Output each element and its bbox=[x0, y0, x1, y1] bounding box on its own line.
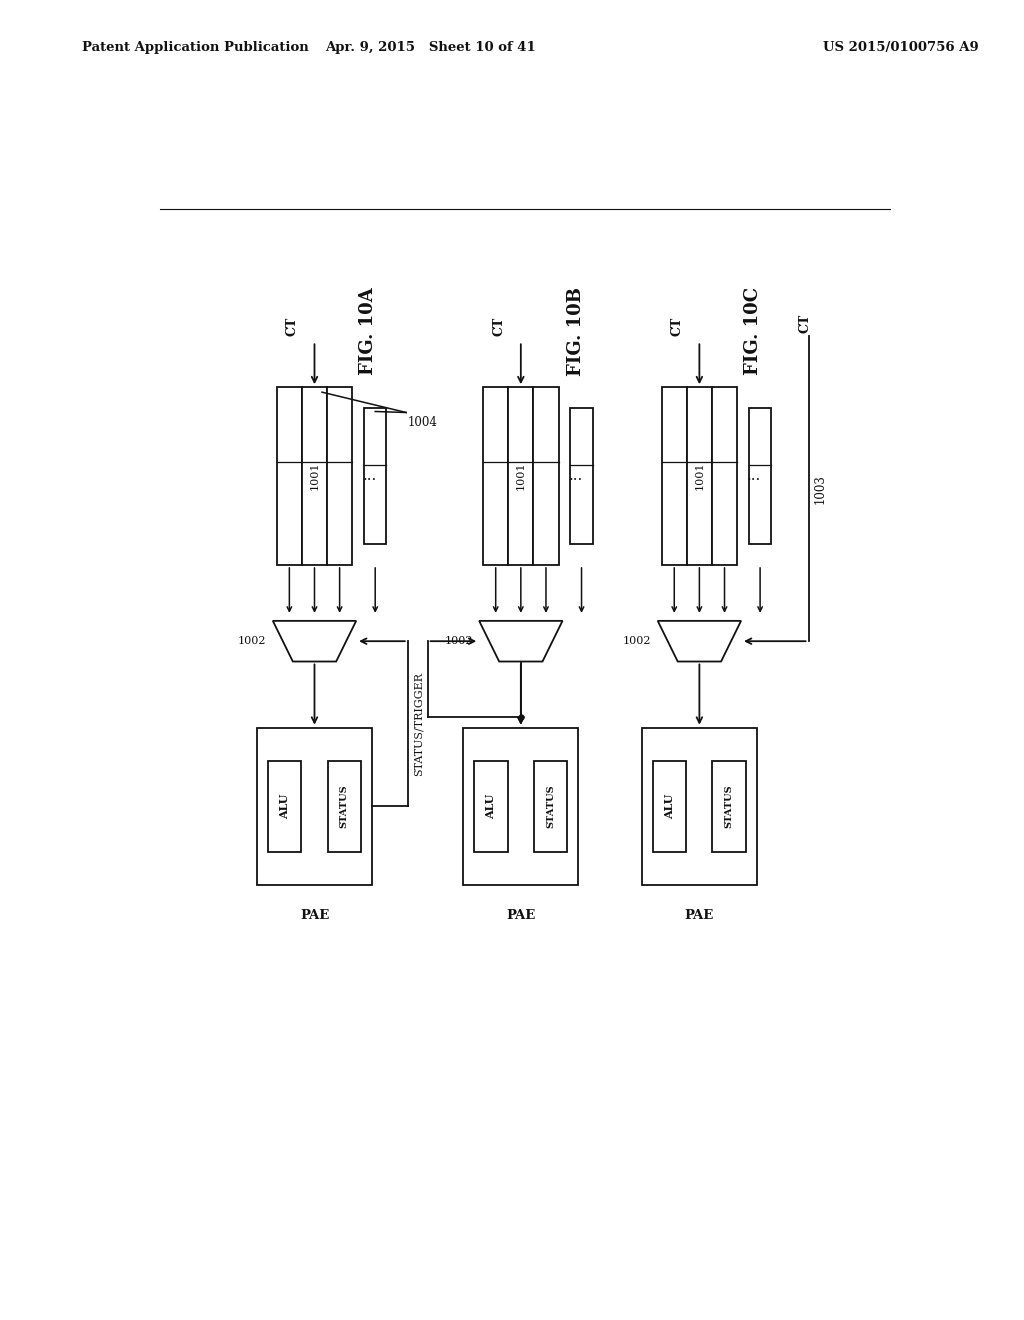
Text: 1003: 1003 bbox=[814, 474, 827, 504]
Text: 1002: 1002 bbox=[444, 636, 473, 647]
Bar bbox=[642, 727, 757, 886]
Bar bbox=[534, 760, 567, 853]
Bar bbox=[712, 387, 737, 565]
Bar bbox=[653, 760, 686, 853]
Bar bbox=[365, 408, 386, 544]
Bar bbox=[276, 387, 302, 565]
Text: PAE: PAE bbox=[300, 909, 329, 923]
Text: CT: CT bbox=[798, 313, 811, 333]
Text: 1001: 1001 bbox=[516, 462, 526, 490]
Text: ...: ... bbox=[362, 469, 377, 483]
Bar bbox=[268, 760, 301, 853]
Text: PAE: PAE bbox=[685, 909, 714, 923]
Text: Apr. 9, 2015   Sheet 10 of 41: Apr. 9, 2015 Sheet 10 of 41 bbox=[325, 41, 536, 54]
Bar bbox=[483, 387, 508, 565]
Text: 1001: 1001 bbox=[694, 462, 705, 490]
Bar bbox=[474, 760, 508, 853]
Bar bbox=[463, 727, 579, 886]
Text: US 2015/0100756 A9: US 2015/0100756 A9 bbox=[823, 41, 979, 54]
Text: STATUS: STATUS bbox=[546, 784, 555, 828]
Bar bbox=[257, 727, 372, 886]
Text: FIG. 10C: FIG. 10C bbox=[744, 288, 762, 375]
Text: Patent Application Publication: Patent Application Publication bbox=[82, 41, 308, 54]
Text: CT: CT bbox=[671, 317, 684, 335]
Bar bbox=[687, 387, 712, 565]
Bar bbox=[534, 387, 558, 565]
Text: CT: CT bbox=[493, 317, 505, 335]
Text: ALU: ALU bbox=[665, 793, 675, 818]
Polygon shape bbox=[272, 620, 356, 661]
Bar bbox=[713, 760, 745, 853]
Polygon shape bbox=[657, 620, 741, 661]
Bar bbox=[570, 408, 593, 544]
Bar bbox=[749, 408, 771, 544]
Text: STATUS/TRIGGER: STATUS/TRIGGER bbox=[414, 672, 423, 776]
Text: 1002: 1002 bbox=[623, 636, 651, 647]
Text: STATUS: STATUS bbox=[340, 784, 349, 828]
Text: ALU: ALU bbox=[280, 793, 290, 818]
Bar bbox=[327, 387, 352, 565]
Bar bbox=[508, 387, 534, 565]
Polygon shape bbox=[479, 620, 562, 661]
Bar bbox=[302, 387, 327, 565]
Text: ALU: ALU bbox=[485, 793, 497, 818]
Text: ...: ... bbox=[568, 469, 583, 483]
Bar bbox=[662, 387, 687, 565]
Text: CT: CT bbox=[286, 317, 299, 335]
Text: FIG. 10A: FIG. 10A bbox=[359, 288, 378, 375]
Text: 1002: 1002 bbox=[238, 636, 266, 647]
Text: 1001: 1001 bbox=[309, 462, 319, 490]
Text: PAE: PAE bbox=[506, 909, 536, 923]
Text: 1004: 1004 bbox=[408, 416, 437, 429]
Bar bbox=[328, 760, 360, 853]
Text: ...: ... bbox=[748, 469, 761, 483]
Text: FIG. 10B: FIG. 10B bbox=[567, 286, 586, 376]
Text: STATUS: STATUS bbox=[725, 784, 733, 828]
